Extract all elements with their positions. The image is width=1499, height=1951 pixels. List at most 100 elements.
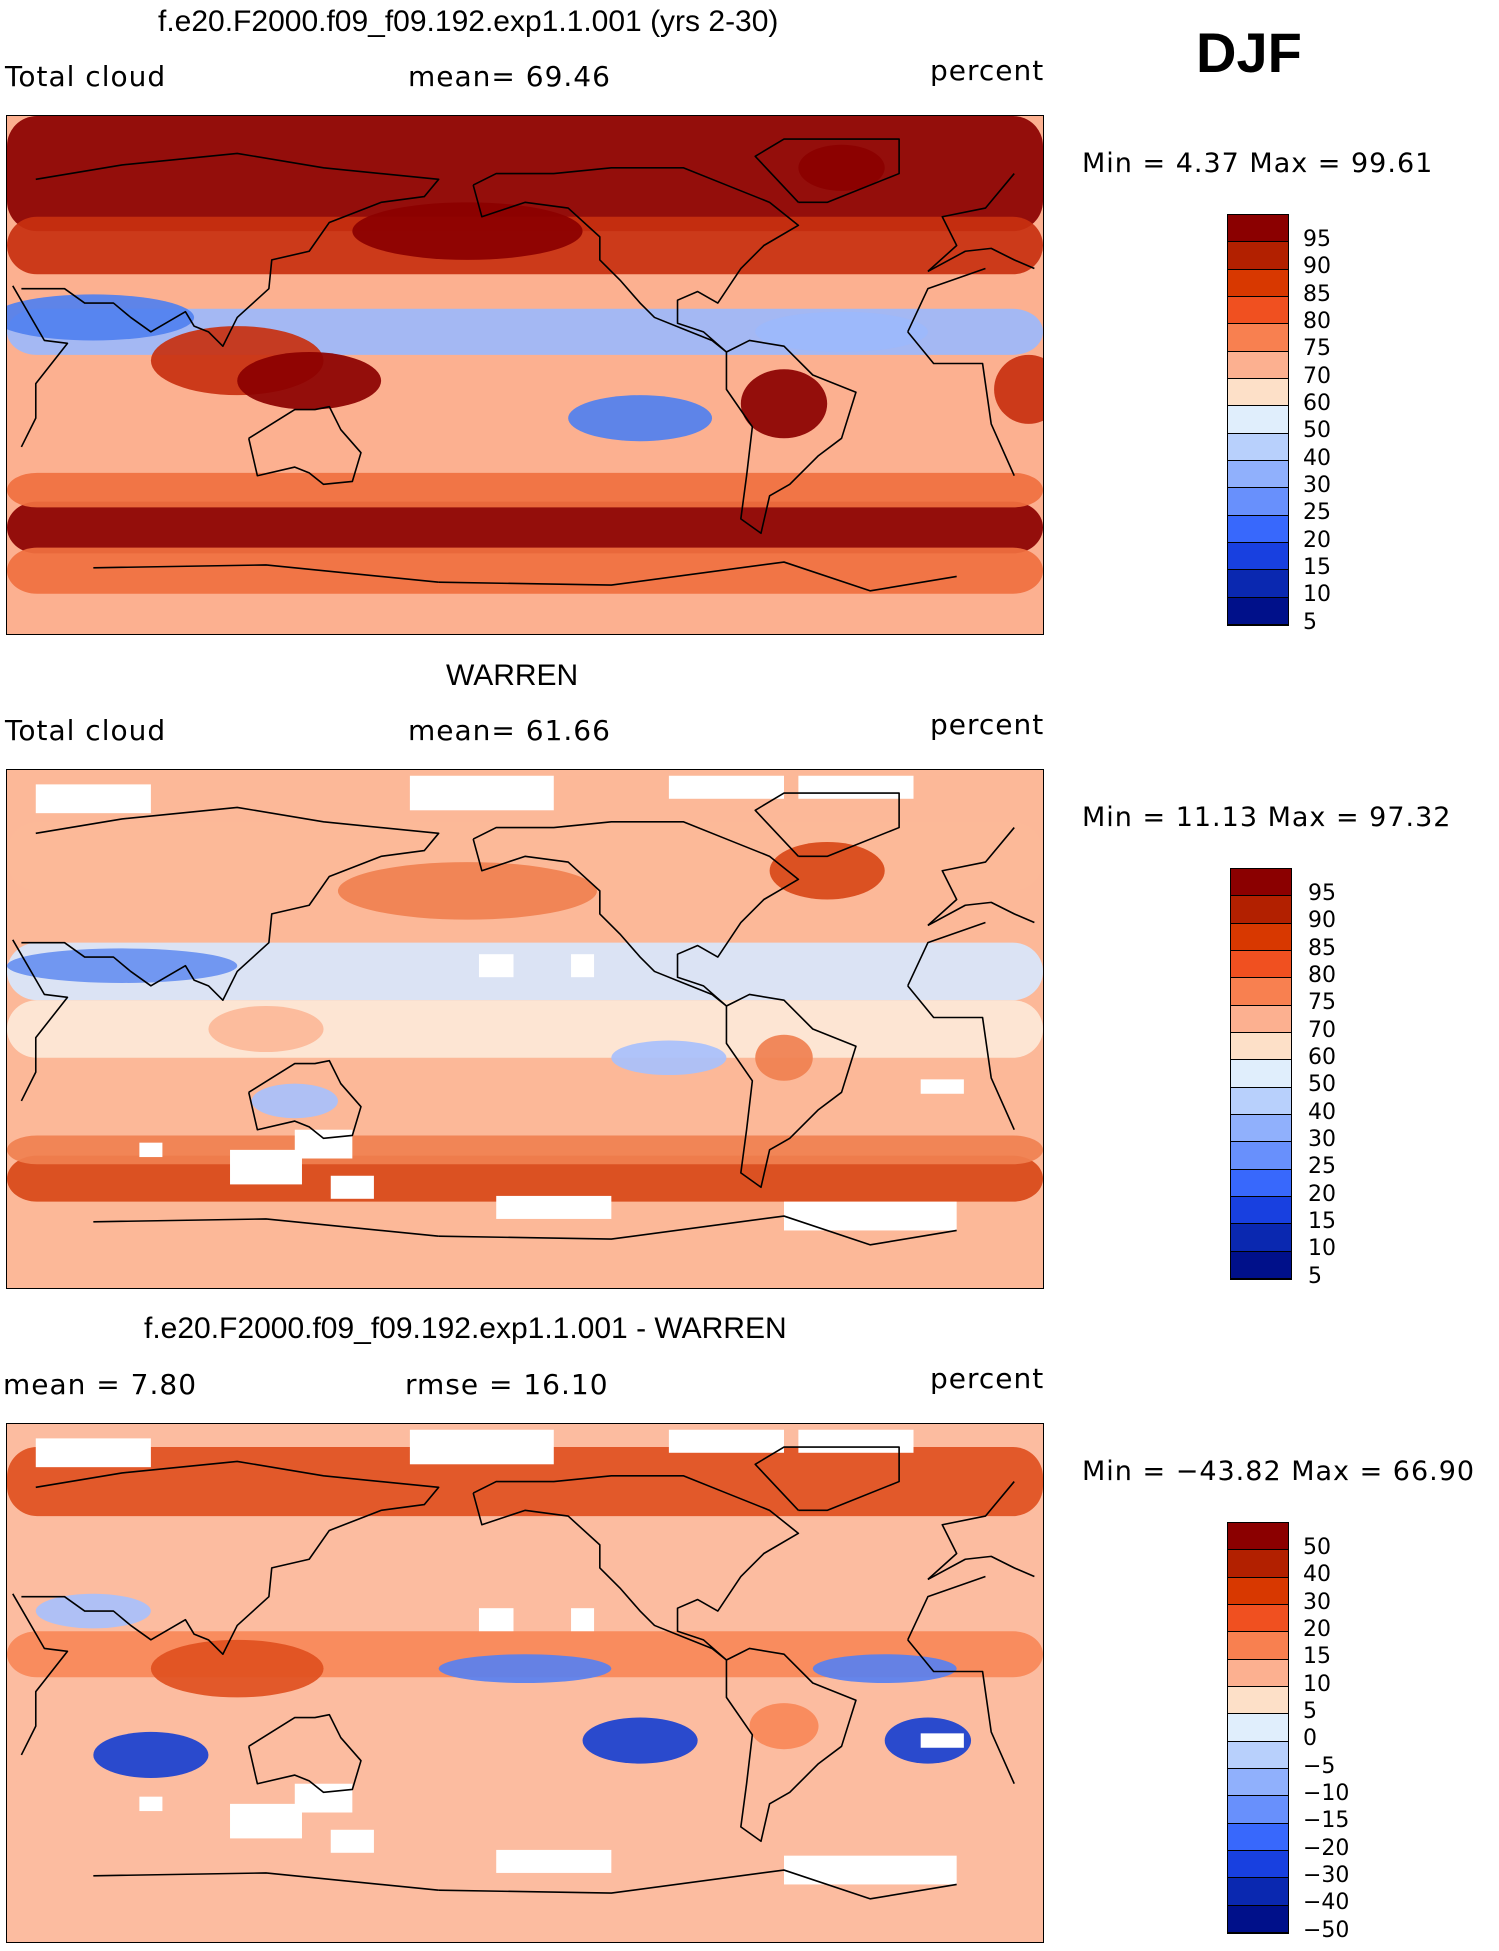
- map-plot: [6, 769, 1044, 1289]
- colorbar-swatch: [1228, 351, 1288, 379]
- coastline-namerica: [472, 1474, 800, 1661]
- missing-data: [478, 1608, 514, 1632]
- colorbar-tick-label: 70: [1303, 363, 1331, 389]
- missing-data: [798, 775, 914, 799]
- colorbar-tick-label: 10: [1303, 1671, 1331, 1697]
- missing-data: [409, 1429, 554, 1465]
- coastline-antarctica: [93, 1218, 439, 1237]
- colorbar-swatch: [1228, 1851, 1288, 1879]
- colorbar-tick-label: 25: [1308, 1154, 1336, 1180]
- coastline-antarctica: [438, 1215, 957, 1246]
- colorbar-swatch: [1228, 1741, 1288, 1769]
- colorbar-tick-label: 60: [1303, 391, 1331, 416]
- coastline-greenland: [754, 792, 900, 858]
- colorbar-swatch: [1228, 1550, 1288, 1578]
- colorbar-swatch: [1228, 379, 1288, 407]
- missing-data: [139, 1142, 163, 1158]
- colorbar-swatch: [1228, 1687, 1288, 1715]
- colorbar-swatch: [1228, 461, 1288, 489]
- colorbar-tick-label: 85: [1308, 935, 1336, 961]
- cloud-region: [237, 351, 382, 410]
- colorbar-tick-label: −5: [1303, 1753, 1336, 1779]
- colorbar-swatch: [1231, 869, 1291, 897]
- coastline-namerica: [472, 166, 800, 353]
- colorbar: [1230, 868, 1292, 1280]
- colorbar-swatch: [1231, 1142, 1291, 1170]
- colorbar-tick-label: 40: [1308, 1099, 1336, 1125]
- coastline-greenland: [754, 138, 900, 204]
- missing-data: [496, 1849, 612, 1873]
- missing-data: [230, 1149, 302, 1185]
- cloud-region: [251, 1083, 338, 1119]
- colorbar-swatch: [1231, 896, 1291, 924]
- cloud-band: [7, 1000, 1043, 1058]
- missing-data: [409, 775, 554, 811]
- colorbar-swatch: [1228, 433, 1288, 461]
- colorbar-tick-label: 95: [1303, 227, 1331, 252]
- cloud-band: [7, 942, 1043, 1001]
- colorbar-tick-label: 20: [1303, 527, 1331, 553]
- colorbar-swatch: [1228, 269, 1288, 297]
- colorbar-tick-label: −40: [1303, 1890, 1350, 1916]
- cloud-band: [7, 501, 1043, 554]
- coastline-eurasia: [927, 901, 1035, 927]
- colorbar-tick-label: 80: [1303, 309, 1331, 334]
- colorbar-tick-label: −15: [1303, 1808, 1350, 1834]
- colorbar: [1227, 1522, 1289, 1934]
- coastline-greenland: [754, 1446, 900, 1512]
- coastline-africa: [907, 1639, 1015, 1785]
- cloud-region: [994, 354, 1043, 424]
- missing-data: [920, 1079, 964, 1094]
- coastline-africa: [12, 1593, 69, 1756]
- colorbar-swatch: [1228, 488, 1288, 516]
- colorbar-tick-label: 80: [1308, 963, 1336, 988]
- coastline-eurasia: [21, 806, 440, 1002]
- colorbar-swatch: [1228, 1577, 1288, 1605]
- colorbar-tick-label: 85: [1303, 281, 1331, 307]
- colorbar-tick-label: 75: [1303, 336, 1331, 362]
- cloud-region: [438, 1654, 612, 1683]
- coastline-africa: [907, 985, 1015, 1131]
- missing-data: [784, 1201, 957, 1231]
- field-label: Total cloud: [5, 714, 167, 747]
- min-max-text: Min = 11.13 Max = 97.32: [1082, 802, 1452, 833]
- panel-title: f.e20.F2000.f09_f09.192.exp1.1.001 (yrs …: [158, 5, 779, 38]
- mean-value: mean = 7.80: [3, 1368, 198, 1401]
- colorbar-tick-label: 10: [1303, 582, 1331, 608]
- coastline-africa: [907, 1575, 986, 1641]
- colorbar-tick-label: −50: [1303, 1917, 1350, 1943]
- missing-data: [230, 1803, 302, 1839]
- colorbar-tick-label: 95: [1308, 881, 1336, 906]
- missing-data: [668, 775, 784, 799]
- colorbar-swatch: [1228, 515, 1288, 543]
- colorbar-tick-label: 60: [1308, 1045, 1336, 1070]
- cloud-region: [755, 311, 928, 352]
- colorbar-tick-label: 20: [1308, 1181, 1336, 1207]
- colorbar-swatch: [1228, 597, 1288, 625]
- coastline-australia: [247, 1713, 362, 1794]
- colorbar: [1227, 214, 1289, 626]
- colorbar-tick-label: 50: [1303, 1535, 1331, 1560]
- colorbar-swatch: [1231, 1005, 1291, 1033]
- missing-data: [571, 954, 595, 978]
- colorbar-tick-label: 5: [1303, 1699, 1317, 1724]
- cloud-region: [755, 1034, 813, 1081]
- colorbar-swatch: [1231, 923, 1291, 951]
- coastline-namerica: [472, 820, 800, 1007]
- colorbar-swatch: [1228, 543, 1288, 571]
- cloud-region: [208, 1005, 324, 1053]
- colorbar-swatch: [1228, 1714, 1288, 1742]
- colorbar-tick-label: 50: [1303, 418, 1331, 444]
- colorbar-tick-label: 5: [1303, 609, 1317, 635]
- colorbar-tick-label: 30: [1308, 1127, 1336, 1152]
- colorbar-tick-label: 5: [1308, 1263, 1322, 1289]
- colorbar-tick-label: 90: [1308, 908, 1336, 934]
- coastline-eurasia: [21, 152, 440, 348]
- colorbar-swatch: [1228, 1605, 1288, 1633]
- colorbar-tick-label: 40: [1303, 445, 1331, 471]
- coastline-eurasia: [927, 1481, 1015, 1580]
- coastline-samerica: [725, 339, 857, 535]
- coastline-antarctica: [93, 564, 439, 583]
- colorbar-swatch: [1228, 215, 1288, 243]
- colorbar-swatch: [1228, 1769, 1288, 1797]
